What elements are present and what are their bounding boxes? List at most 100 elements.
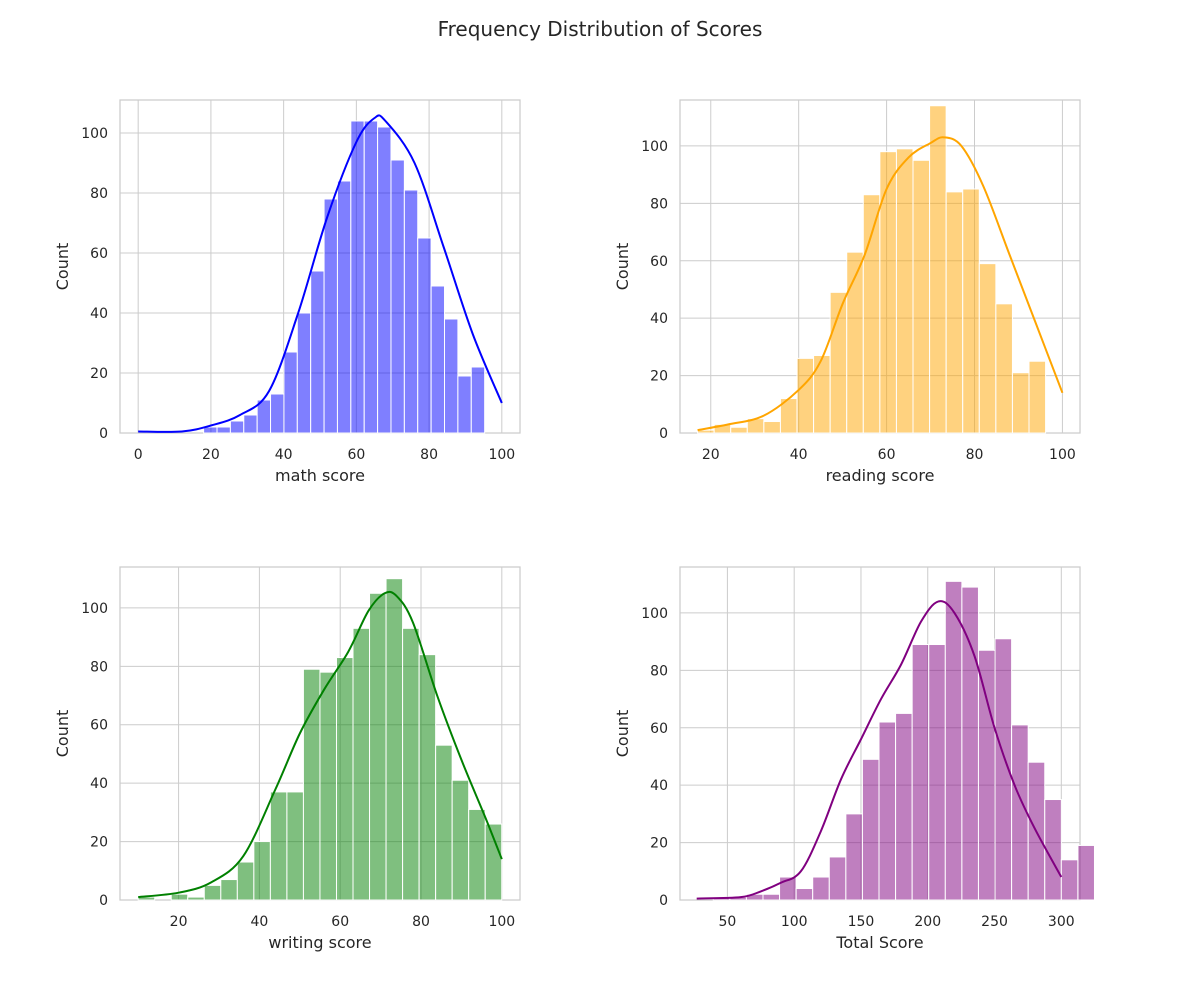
histogram-bar (269, 791, 288, 901)
y-tick-label: 20 (650, 369, 668, 385)
histogram-bar (310, 270, 325, 434)
y-tick-label: 20 (90, 366, 108, 382)
histogram-bar (961, 586, 979, 901)
y-tick-label: 0 (99, 893, 108, 909)
histogram-bar (895, 712, 913, 901)
x-tick-label: 80 (966, 447, 984, 463)
y-tick-label: 0 (99, 426, 108, 442)
histogram-bar (403, 189, 419, 434)
x-tick-label: 0 (134, 447, 143, 463)
histogram-bar (286, 791, 304, 901)
y-tick-label: 40 (650, 311, 668, 327)
histogram-bar (470, 366, 486, 434)
histogram-bar (435, 744, 453, 901)
x-tick-label: 100 (1049, 447, 1076, 463)
histogram-bar (1044, 799, 1062, 901)
y-tick-label: 80 (650, 663, 668, 679)
y-axis-label: Count (53, 710, 72, 758)
x-tick-label: 80 (412, 914, 430, 930)
histogram-bar (945, 191, 964, 434)
histogram-bar (229, 420, 245, 434)
histogram-bar (929, 105, 947, 434)
histogram-bar (845, 813, 863, 901)
histogram-bar (995, 303, 1013, 434)
kde-curve (697, 136, 1064, 432)
y-axis-label: Count (53, 243, 72, 291)
histogram-bar (323, 198, 338, 434)
histogram-bar (878, 721, 897, 901)
x-tick-label: 60 (347, 447, 365, 463)
y-tick-label: 0 (659, 426, 668, 442)
y-tick-label: 60 (650, 254, 668, 270)
histogram-bar (879, 151, 897, 434)
x-tick-label: 40 (790, 447, 808, 463)
y-tick-label: 100 (641, 606, 668, 622)
kde-curve (696, 600, 1063, 900)
histogram-bar (928, 644, 946, 901)
histogram-bar (977, 649, 996, 901)
histogram-bar (417, 237, 432, 434)
y-tick-label: 60 (90, 246, 108, 262)
histogram-bar (457, 375, 472, 434)
histogram-bar (962, 188, 980, 434)
histogram-bar (203, 884, 222, 901)
x-tick-label: 20 (702, 447, 720, 463)
histogram-bar (352, 627, 371, 901)
y-tick-label: 100 (81, 601, 108, 617)
histogram-bar (377, 126, 392, 434)
histogram-bar (385, 578, 404, 901)
histogram-bar (187, 896, 205, 901)
histogram-bar (430, 285, 446, 434)
x-tick-label: 50 (718, 914, 736, 930)
histogram-bar (336, 180, 352, 434)
x-tick-label: 40 (250, 914, 268, 930)
histogram-bar (418, 654, 437, 901)
histogram-bar (484, 823, 503, 901)
histogram-bar (444, 318, 459, 434)
histogram-bar (796, 357, 815, 434)
x-axis-label: Total Score (835, 933, 923, 952)
histogram-bar (1077, 844, 1095, 901)
histogram-bar (335, 657, 354, 901)
y-tick-label: 20 (90, 835, 108, 851)
histogram-bar (795, 888, 814, 901)
histogram-bar (369, 592, 387, 901)
subplot-reading-score: 20 40 60 80 100 0 20 40 60 80 100 reading score Coun… (613, 99, 1081, 485)
y-tick-label: 60 (90, 718, 108, 734)
histogram-bar (895, 148, 914, 434)
histogram-bar (912, 159, 931, 434)
x-tick-label: 150 (848, 914, 875, 930)
histogram-bar (1060, 859, 1079, 901)
histogram-bar (730, 426, 748, 434)
x-axis-label: math score (275, 466, 365, 485)
kde-curve (138, 590, 503, 899)
histogram-bar (390, 159, 405, 434)
histogram-bar (978, 263, 997, 434)
histogram-bar (350, 120, 365, 434)
y-tick-label: 60 (650, 721, 668, 737)
histogram-bar (763, 421, 781, 434)
histogram-bar (468, 808, 486, 901)
histogram-bar (911, 644, 930, 901)
histogram-bar (283, 351, 298, 434)
histogram-bar (1011, 372, 1030, 434)
histogram-bar (296, 312, 312, 434)
histogram-bar (270, 393, 285, 434)
x-tick-label: 250 (981, 914, 1008, 930)
y-tick-label: 80 (650, 196, 668, 212)
histogram-bar (861, 758, 880, 901)
x-axis-label: writing score (268, 933, 371, 952)
histogram-bar (828, 856, 847, 901)
y-tick-label: 0 (659, 893, 668, 909)
histogram-bar (253, 841, 271, 901)
histogram-bar (1028, 360, 1047, 434)
histogram-bar (402, 627, 420, 901)
x-tick-label: 20 (170, 914, 188, 930)
histogram-bar (451, 779, 470, 901)
x-axis-label: reading score (826, 466, 935, 485)
x-tick-label: 100 (488, 447, 515, 463)
histogram-bar (170, 893, 189, 901)
y-tick-label: 80 (90, 186, 108, 202)
histogram-bar (762, 893, 781, 901)
